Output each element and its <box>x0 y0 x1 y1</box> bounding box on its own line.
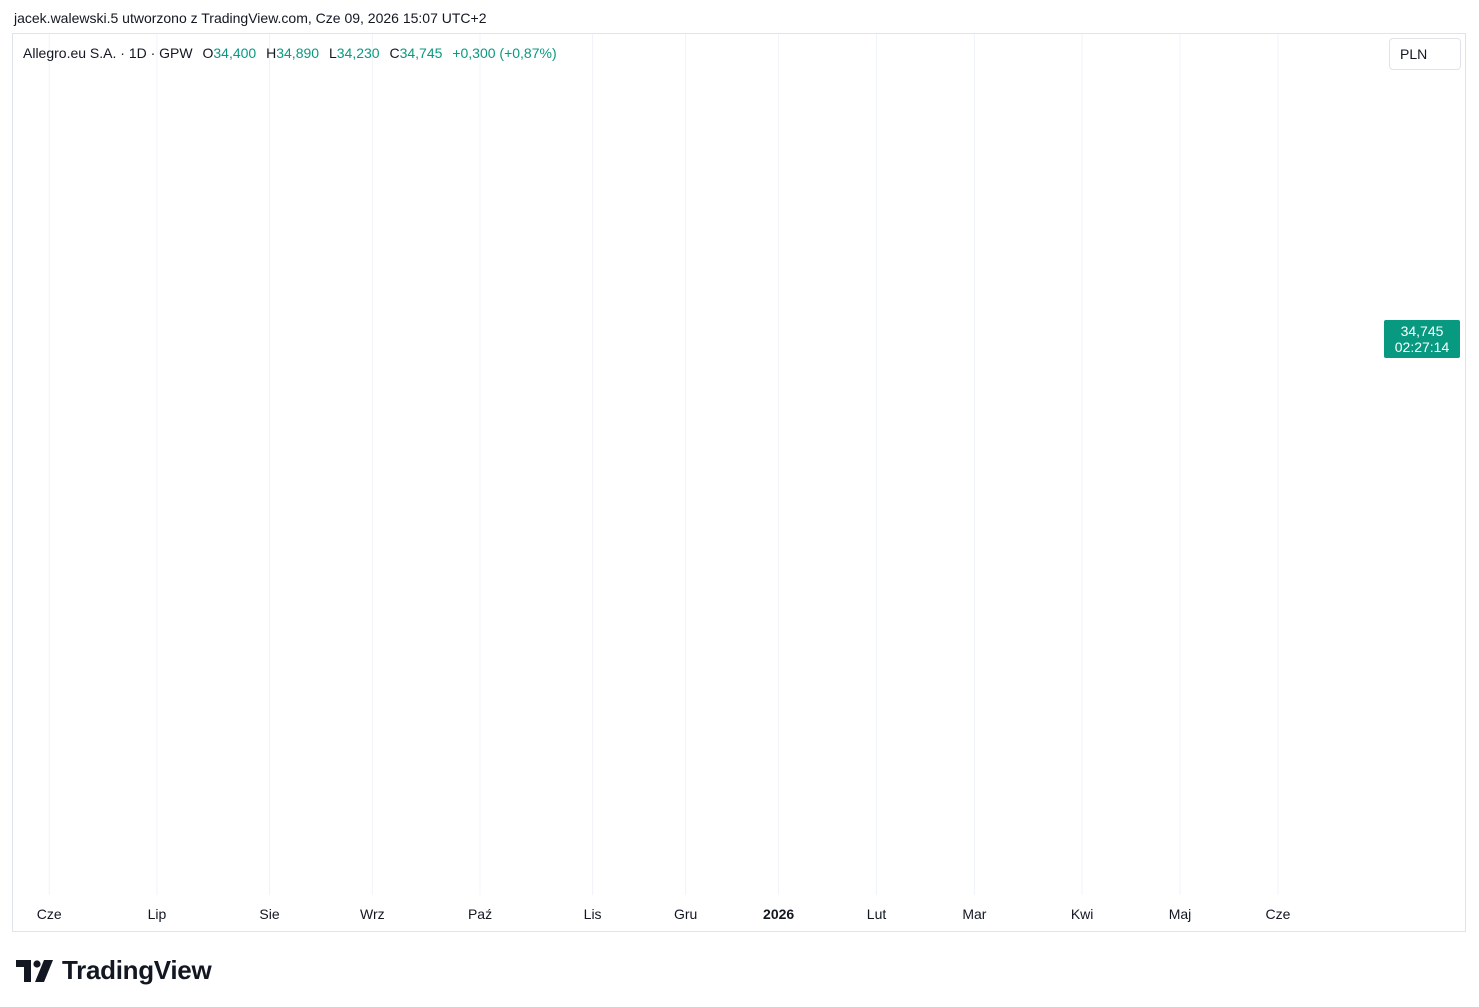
x-tick-label: Gru <box>674 906 697 922</box>
last-price-tag: 34,745 02:27:14 <box>1384 320 1460 358</box>
x-tick-label: Sie <box>259 906 279 922</box>
tradingview-logo-text: TradingView <box>62 955 212 985</box>
x-tick-label: Kwi <box>1071 906 1094 922</box>
x-tick-label: 2026 <box>763 906 794 922</box>
close-label: C <box>389 45 400 61</box>
grid-lines <box>48 34 1279 895</box>
x-tick-label: Wrz <box>360 906 385 922</box>
x-tick-label: Cze <box>1265 906 1290 922</box>
x-tick-label: Lis <box>584 906 602 922</box>
last-price-value: 34,745 <box>1400 323 1444 339</box>
chart-caption: jacek.walewski.5 utworzono z TradingView… <box>14 10 487 26</box>
x-tick-label: Maj <box>1169 906 1192 922</box>
x-tick-label: Cze <box>37 906 62 922</box>
x-tick-label: Mar <box>962 906 986 922</box>
high-value: 34,890 <box>276 45 320 61</box>
low-value: 34,230 <box>336 45 380 61</box>
open-label: O <box>202 45 214 61</box>
high-label: H <box>266 45 277 61</box>
currency-button[interactable]: PLN <box>1389 38 1461 70</box>
open-value: 34,400 <box>213 45 257 61</box>
close-value: 34,745 <box>399 45 443 61</box>
symbol-legend: Allegro.eu S.A. · 1D · GPW O34,400 H34,8… <box>23 45 557 61</box>
time-axis[interactable]: Cze Lip Sie Wrz Paź Lis Gru 2026 Lut Mar Kwi Maj Cze <box>37 906 1291 922</box>
x-tick-label: Lut <box>867 906 887 922</box>
tradingview-logo-icon <box>16 959 53 982</box>
x-tick-label: Lip <box>148 906 167 922</box>
change-value: +0,300 (+0,87%) <box>452 45 557 61</box>
bar-countdown: 02:27:14 <box>1394 339 1450 355</box>
symbol-name[interactable]: Allegro.eu S.A. · 1D · GPW <box>23 45 193 61</box>
chart-frame <box>12 33 1466 932</box>
low-label: L <box>328 45 337 61</box>
tradingview-logo[interactable]: TradingView <box>16 955 212 986</box>
x-tick-label: Paź <box>468 906 492 922</box>
